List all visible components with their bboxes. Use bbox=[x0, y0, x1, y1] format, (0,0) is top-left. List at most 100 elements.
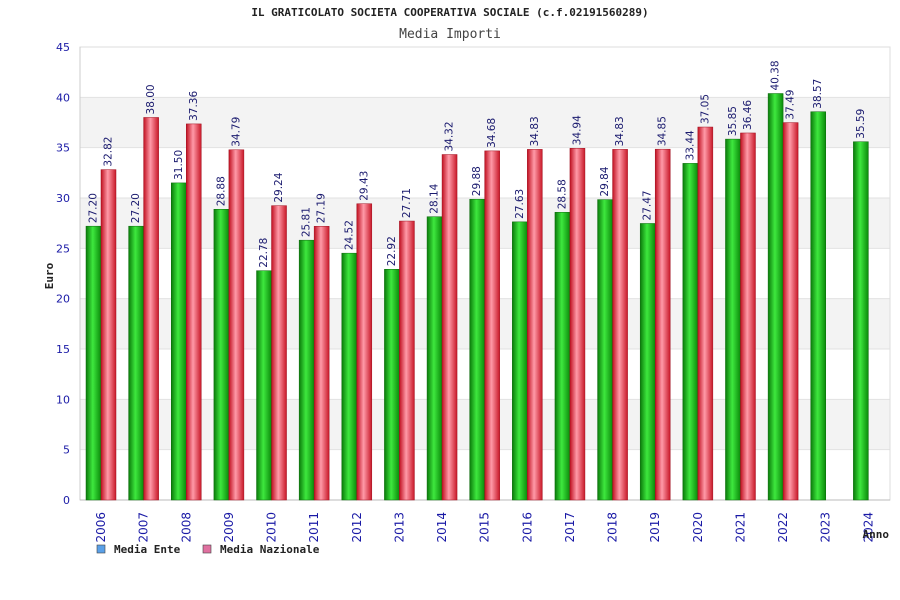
data-label: 34.68 bbox=[486, 118, 498, 148]
data-label: 29.43 bbox=[358, 171, 370, 201]
data-label: 27.20 bbox=[130, 193, 142, 223]
bar-media-ente bbox=[128, 225, 144, 501]
y-tick-label: 25 bbox=[56, 242, 70, 255]
bar-media-nazionale bbox=[612, 149, 628, 501]
bar-media-ente bbox=[810, 111, 826, 501]
bar-media-ente bbox=[512, 221, 528, 501]
bar-media-ente bbox=[298, 239, 315, 501]
data-label: 37.05 bbox=[699, 94, 711, 124]
bar-media-nazionale bbox=[271, 205, 287, 501]
data-label: 29.88 bbox=[471, 166, 483, 196]
data-label: 36.46 bbox=[742, 100, 754, 130]
y-tick-labels: 0 5 10 15 20 25 30 35 40 45 bbox=[56, 41, 70, 507]
y-tick-label: 30 bbox=[56, 192, 70, 205]
data-label: 34.85 bbox=[657, 116, 669, 146]
bar-media-ente bbox=[384, 269, 400, 501]
y-tick-label: 15 bbox=[56, 343, 70, 356]
data-label: 27.19 bbox=[316, 193, 328, 223]
data-label: 28.14 bbox=[429, 183, 441, 213]
data-label: 25.81 bbox=[301, 207, 313, 237]
x-tick-label: 2013 bbox=[392, 512, 406, 543]
bar-media-nazionale bbox=[569, 148, 586, 501]
x-tick-labels: 2006 2007 2008 2009 2010 2011 2012 2013 2014 2015… bbox=[94, 512, 875, 543]
data-label: 37.36 bbox=[188, 91, 200, 121]
data-label: 37.49 bbox=[785, 90, 797, 120]
x-tick-label: 2015 bbox=[478, 512, 492, 543]
bar-media-ente bbox=[213, 209, 230, 501]
bar-media-nazionale bbox=[356, 203, 373, 501]
data-label: 29.24 bbox=[273, 172, 285, 202]
x-tick-label: 2006 bbox=[94, 512, 108, 543]
bar-media-ente bbox=[469, 198, 485, 501]
bar-media-nazionale bbox=[441, 154, 458, 501]
x-tick-label: 2012 bbox=[350, 512, 364, 543]
x-tick-label: 2011 bbox=[307, 512, 321, 543]
data-label: 22.78 bbox=[258, 238, 270, 268]
data-label: 31.50 bbox=[173, 150, 185, 180]
data-label: 28.58 bbox=[556, 179, 568, 209]
data-label: 40.38 bbox=[770, 60, 782, 90]
legend: Media Ente Media Nazionale bbox=[96, 543, 320, 556]
y-tick-label: 0 bbox=[63, 494, 70, 507]
y-tick-label: 45 bbox=[56, 41, 70, 54]
y-tick-label: 10 bbox=[56, 393, 70, 406]
bar-media-ente bbox=[341, 252, 358, 501]
bar-media-nazionale bbox=[143, 117, 159, 501]
bar-media-ente bbox=[682, 163, 699, 501]
x-tick-label: 2023 bbox=[819, 512, 833, 543]
x-tick-label: 2007 bbox=[137, 512, 151, 543]
bar-media-ente bbox=[426, 216, 443, 501]
data-label: 27.71 bbox=[401, 188, 413, 218]
x-tick-label: 2021 bbox=[733, 512, 747, 543]
x-tick-label: 2009 bbox=[222, 512, 236, 543]
x-tick-label: 2022 bbox=[776, 512, 790, 543]
bar-media-nazionale bbox=[313, 226, 330, 501]
data-label: 34.94 bbox=[571, 115, 583, 145]
bar-media-nazionale bbox=[654, 148, 671, 501]
data-label: 35.85 bbox=[727, 106, 739, 136]
bar-media-nazionale bbox=[228, 149, 245, 501]
data-label: 24.52 bbox=[343, 220, 355, 250]
bar-media-ente bbox=[725, 138, 741, 501]
data-label: 27.63 bbox=[514, 189, 526, 219]
chart-subtitle: Media Importi bbox=[399, 27, 501, 42]
x-axis-label: Anno bbox=[863, 528, 890, 541]
data-label: 27.47 bbox=[642, 190, 654, 220]
bar-media-nazionale bbox=[697, 126, 714, 501]
data-label: 29.84 bbox=[599, 166, 611, 196]
x-tick-label: 2019 bbox=[648, 512, 662, 543]
bar-media-ente bbox=[639, 223, 656, 501]
x-tick-label: 2008 bbox=[179, 512, 193, 543]
bar-media-nazionale bbox=[484, 150, 500, 501]
y-axis-label: Euro bbox=[43, 262, 56, 289]
data-label: 27.20 bbox=[88, 193, 100, 223]
data-label: 34.83 bbox=[529, 116, 541, 146]
x-tick-label: 2018 bbox=[606, 512, 620, 543]
x-tick-label: 2010 bbox=[265, 512, 279, 543]
bar-media-ente bbox=[85, 225, 102, 501]
x-tick-label: 2020 bbox=[691, 512, 705, 543]
bar-media-nazionale bbox=[100, 169, 117, 501]
bar-media-ente bbox=[554, 212, 571, 501]
legend-label-media-nazionale: Media Nazionale bbox=[220, 543, 320, 556]
bar-media-ente bbox=[597, 199, 613, 501]
x-tick-label: 2016 bbox=[520, 512, 534, 543]
bar-media-ente bbox=[256, 270, 272, 501]
bar-media-ente bbox=[171, 182, 187, 501]
bar-media-nazionale bbox=[782, 122, 799, 501]
data-label: 38.57 bbox=[812, 79, 824, 109]
data-labels: 27.20 32.82 27.20 38.00 31.50 37.36 28.88 34.79… bbox=[88, 60, 867, 267]
bar-media-ente bbox=[853, 141, 869, 501]
y-tick-label: 35 bbox=[56, 142, 70, 155]
bar-media-nazionale bbox=[186, 123, 202, 501]
y-tick-label: 20 bbox=[56, 293, 70, 306]
bar-media-nazionale bbox=[740, 132, 756, 501]
data-label: 33.44 bbox=[684, 130, 696, 160]
y-tick-label: 40 bbox=[56, 91, 70, 104]
data-label: 22.92 bbox=[386, 236, 398, 266]
data-label: 34.32 bbox=[444, 121, 456, 151]
data-label: 35.59 bbox=[855, 109, 867, 139]
data-label: 38.00 bbox=[145, 84, 157, 114]
chart-title: IL GRATICOLATO SOCIETA COOPERATIVA SOCIA… bbox=[251, 6, 648, 19]
